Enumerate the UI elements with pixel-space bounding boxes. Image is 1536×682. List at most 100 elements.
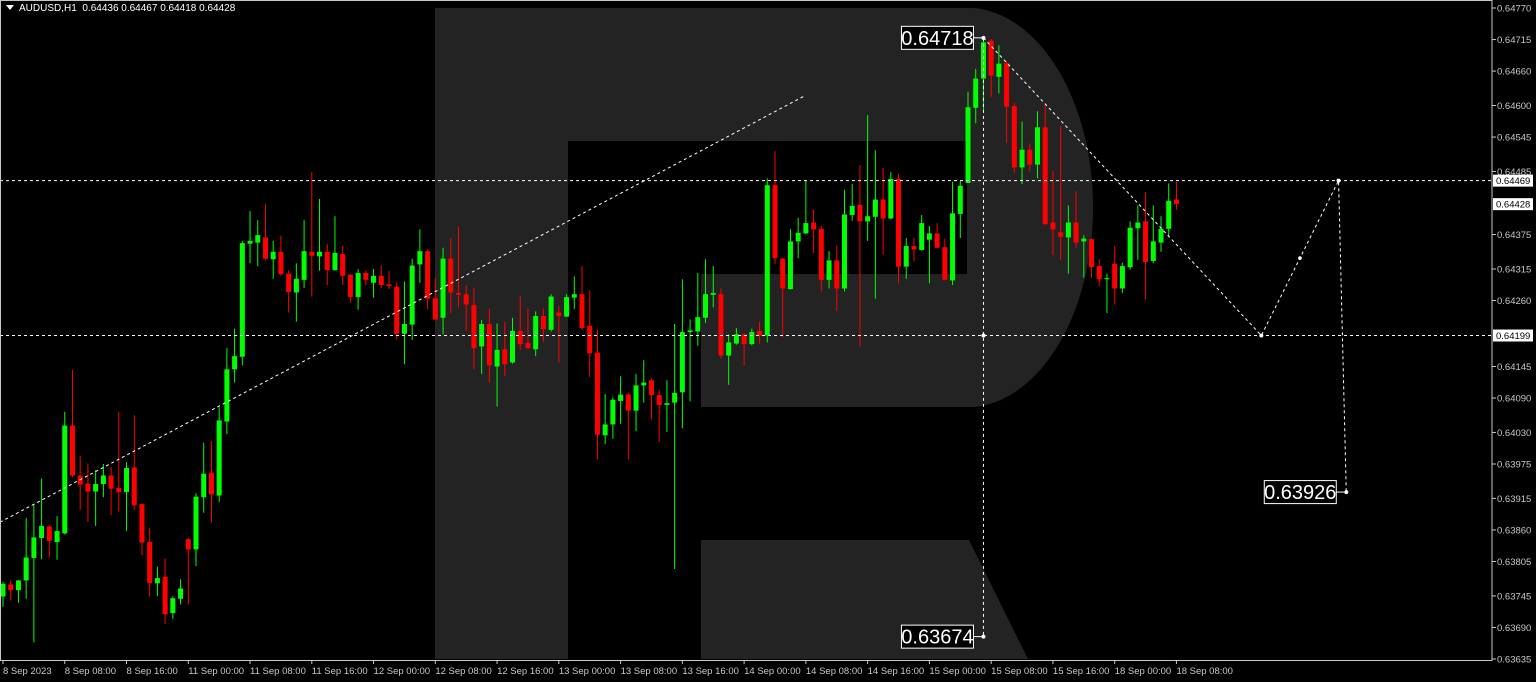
candle-body	[757, 330, 763, 336]
candle	[548, 294, 554, 332]
candle	[803, 180, 809, 234]
candle	[834, 245, 840, 311]
candle	[31, 504, 37, 643]
candle-body	[942, 247, 948, 280]
candle	[1158, 216, 1164, 252]
candle	[594, 329, 600, 460]
candle-body	[973, 78, 979, 108]
candle-body	[201, 473, 207, 498]
x-tick-label: 18 Sep 08:00	[1176, 666, 1233, 677]
candle-body	[0, 583, 6, 597]
candle	[185, 537, 191, 605]
candle	[77, 455, 83, 510]
candle	[224, 348, 230, 435]
candle-body	[1173, 199, 1179, 205]
candle-body	[39, 525, 45, 538]
candle	[1050, 170, 1056, 256]
candle	[579, 266, 585, 330]
x-tick-label: 15 Sep 00:00	[929, 666, 986, 677]
candle-body	[648, 380, 654, 396]
candle-body	[525, 342, 531, 349]
candle	[1058, 126, 1064, 260]
candle-body	[100, 475, 106, 485]
candle-body	[1073, 222, 1079, 243]
x-tick-label: 11 Sep 00:00	[188, 666, 244, 677]
candle-body	[232, 356, 238, 370]
annotation-box	[1263, 480, 1337, 505]
candle-body	[703, 294, 709, 318]
candle-body	[826, 260, 832, 280]
price-tag-label: 0.64199	[1496, 331, 1530, 342]
candles-layer	[0, 37, 1179, 643]
candle	[270, 240, 276, 279]
candle-body	[1158, 228, 1164, 243]
candle-body	[679, 332, 685, 393]
candle-body	[841, 214, 847, 289]
candle	[355, 268, 361, 310]
candle-body	[417, 251, 423, 265]
candle	[849, 184, 855, 221]
candle-body	[1119, 266, 1125, 289]
candle	[46, 524, 52, 558]
candle-body	[486, 324, 492, 366]
candle	[525, 308, 531, 349]
candle-body	[239, 243, 245, 357]
candle-body	[556, 312, 562, 317]
candle	[108, 466, 114, 516]
candle-body	[1112, 263, 1118, 289]
candle	[872, 150, 878, 299]
y-tick-label: 0.64600	[1497, 101, 1531, 112]
candle	[371, 268, 377, 298]
candle-body	[1027, 149, 1033, 165]
candle	[618, 376, 624, 424]
candle	[116, 411, 122, 512]
candle-body	[440, 258, 446, 318]
candle-body	[270, 251, 276, 260]
candle-body	[131, 467, 137, 506]
candle	[239, 240, 245, 366]
candle	[648, 378, 654, 420]
candle-body	[69, 425, 75, 476]
candle-body	[471, 305, 477, 349]
x-tick-label: 13 Sep 00:00	[559, 666, 616, 677]
candle-body	[1011, 106, 1017, 168]
candle-body	[610, 399, 616, 425]
candle	[124, 462, 130, 532]
candle-body	[185, 539, 191, 550]
candle-body	[293, 278, 299, 293]
candle-body	[564, 297, 570, 317]
candle	[587, 290, 593, 377]
price-tag-box	[1493, 198, 1533, 211]
annotation-label: 0.63926	[1264, 482, 1336, 504]
forecast-point-marker	[1336, 178, 1341, 183]
candle	[1143, 192, 1149, 300]
x-tick-label: 12 Sep 16:00	[497, 666, 554, 677]
candle	[772, 151, 778, 264]
candle-body	[378, 275, 384, 286]
candle-body	[865, 216, 871, 222]
plot-frame	[0, 0, 1493, 661]
candle	[1119, 262, 1125, 294]
candle	[695, 272, 701, 346]
candle-body	[301, 251, 307, 280]
y-tick-label: 0.64030	[1497, 428, 1531, 439]
dropdown-triangle-icon[interactable]	[6, 5, 14, 10]
candle-body	[602, 424, 608, 436]
candle-body	[85, 483, 91, 492]
price-tag-label: 0.64469	[1496, 176, 1530, 187]
logo-r-bowl	[435, 8, 1094, 659]
candle	[556, 305, 562, 363]
candle-body	[494, 349, 500, 367]
y-tick-label: 0.63975	[1497, 459, 1531, 470]
candle	[1019, 121, 1025, 185]
candle-body	[1104, 278, 1110, 280]
y-tick-label: 0.64545	[1497, 133, 1531, 144]
candle	[965, 91, 971, 183]
candle	[432, 278, 438, 321]
candle	[610, 397, 616, 439]
candle	[602, 394, 608, 444]
candle-body	[31, 537, 37, 559]
candle-body	[116, 488, 122, 493]
